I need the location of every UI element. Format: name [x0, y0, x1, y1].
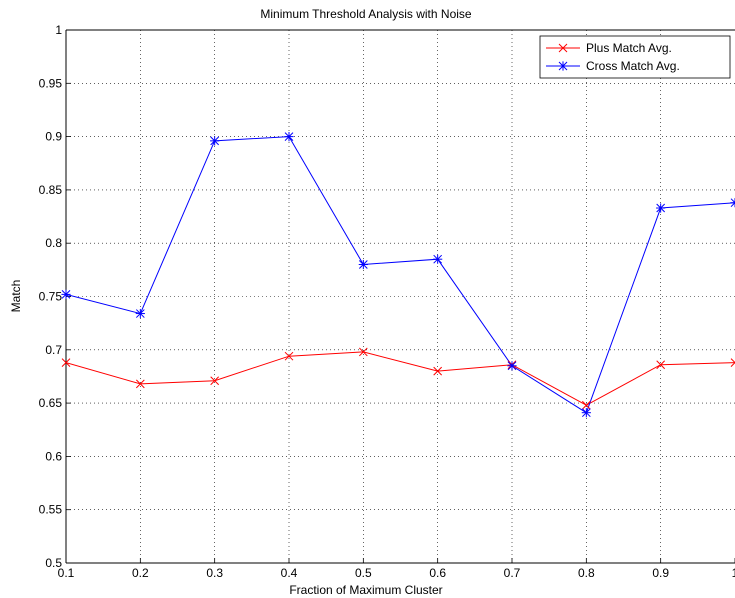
data-point-plus-match-avg: [656, 360, 666, 370]
x-tick-label: 0.3: [206, 566, 223, 580]
y-tick-label: 0.55: [39, 503, 63, 517]
data-point-plus-match-avg: [284, 351, 294, 361]
series-line-cross-match-avg: [66, 136, 735, 414]
data-point-cross-match-avg: [358, 259, 368, 270]
data-point-plus-match-avg: [581, 400, 591, 410]
legend-box: [539, 35, 731, 79]
x-axis-label: Fraction of Maximum Cluster: [289, 583, 442, 597]
x-tick-label: 0.4: [281, 566, 298, 580]
legend-label: Plus Match Avg.: [586, 41, 672, 55]
y-tick-label: 0.5: [45, 556, 62, 570]
x-tick-label: 0.7: [504, 566, 521, 580]
data-point-plus-match-avg: [358, 347, 368, 357]
x-tick-label: 0.5: [355, 566, 372, 580]
legend-label: Cross Match Avg.: [586, 59, 680, 73]
data-point-plus-match-avg: [433, 366, 443, 376]
chart-title: Minimum Threshold Analysis with Noise: [260, 7, 472, 21]
y-axis-label: Match: [9, 280, 23, 313]
data-point-cross-match-avg: [210, 136, 220, 146]
y-tick-label: 0.65: [39, 396, 63, 410]
legend-item-cross-match-avg: Cross Match Avg.: [546, 59, 680, 73]
y-tick-label: 0.75: [39, 290, 63, 304]
x-tick-label: 0.6: [429, 566, 446, 580]
series-layer: [66, 136, 735, 414]
legend-marker: [558, 43, 568, 53]
y-tick-label: 0.7: [45, 343, 62, 357]
data-point-cross-match-avg: [135, 308, 145, 319]
y-tick-label: 1: [55, 23, 62, 37]
plot-area: [66, 30, 735, 563]
y-tick-label: 0.6: [45, 449, 62, 463]
y-tick-label: 0.95: [39, 76, 63, 90]
grid: [66, 30, 735, 563]
x-tick-label: 0.2: [132, 566, 149, 580]
x-tick-label: 0.1: [58, 566, 75, 580]
y-tick-label: 0.9: [45, 130, 62, 144]
data-point-cross-match-avg: [730, 198, 735, 208]
series-line-plus-match-avg: [66, 351, 735, 406]
data-point-cross-match-avg: [284, 132, 294, 142]
y-tick-label: 0.8: [45, 236, 62, 250]
y-tick-label: 0.85: [39, 183, 63, 197]
marker-layer: [61, 132, 735, 418]
x-tick-label: 0.8: [578, 566, 595, 580]
data-point-cross-match-avg: [656, 203, 666, 213]
axes: 0.1 0.2 0.3 0.4 0.5 0.6 0.7 0.8 0.9 1 0.5 0.55 0.6 0.…: [39, 23, 735, 580]
legend-marker: [558, 61, 568, 71]
legend-item-plus-match-avg: Plus Match Avg.: [546, 41, 672, 55]
data-point-plus-match-avg: [61, 358, 71, 367]
data-point-cross-match-avg: [581, 408, 591, 418]
data-point-cross-match-avg: [507, 361, 517, 371]
data-point-cross-match-avg: [433, 254, 443, 264]
x-tick-label: 0.9: [652, 566, 669, 580]
data-point-plus-match-avg: [135, 379, 145, 389]
x-tick-label: 1: [732, 566, 735, 580]
data-point-plus-match-avg: [730, 358, 735, 367]
data-point-plus-match-avg: [210, 376, 220, 386]
data-point-cross-match-avg: [61, 289, 71, 299]
legend: Plus Match Avg. Cross Match Avg.: [539, 35, 731, 79]
